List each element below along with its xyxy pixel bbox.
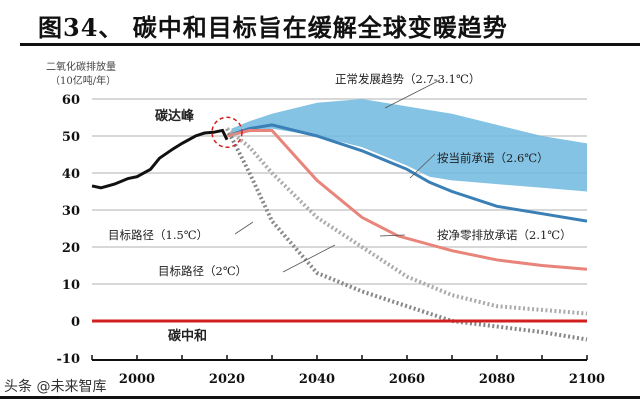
x-tick-label: 2080: [479, 372, 515, 387]
y-tick-label: 0: [71, 315, 80, 330]
title-rule: [20, 43, 640, 46]
annotation-label: 碳达峰: [155, 108, 195, 124]
y-tick-label: 30: [62, 204, 80, 219]
annotation-label: 正常发展趋势（2.7-3.1℃）: [335, 72, 480, 86]
x-tick-label: 2100: [569, 372, 605, 387]
annotation-label: 按净零排放承诺（2.1℃）: [437, 228, 572, 242]
y-tick-label: 10: [62, 278, 80, 293]
y-tick-label: 20: [62, 241, 80, 256]
leader-line: [234, 221, 254, 235]
y-tick-label: 60: [62, 93, 80, 108]
x-tick-label: 2020: [209, 372, 245, 387]
figure-title: 图34、 碳中和目标旨在缓解全球变暖趋势: [38, 13, 508, 42]
band-normal-trend: [231, 99, 587, 192]
x-tick-label: 2000: [119, 372, 155, 387]
y-tick-label: -10: [57, 352, 81, 367]
y-tick-label: 50: [62, 130, 80, 145]
leader-line: [384, 79, 441, 109]
series-line: [225, 127, 588, 316]
y-axis-label: 二氧化碳排放量: [46, 62, 116, 73]
x-tick-label: 2060: [389, 372, 425, 387]
x-tick-label: 2040: [299, 372, 335, 387]
series-line: [226, 123, 588, 223]
series-line: [225, 127, 588, 342]
bottom-rule: [0, 396, 640, 399]
annotation-label: 碳中和: [168, 328, 207, 344]
y-axis-unit: （10亿吨/年）: [50, 76, 117, 87]
leader-line: [409, 153, 436, 179]
series-line: [226, 128, 588, 271]
leader-line: [379, 234, 406, 237]
series-line: [91, 128, 229, 190]
annotation-label: 按当前承诺（2.6℃）: [437, 151, 549, 165]
annotation-label: 目标路径（2℃）: [158, 264, 247, 278]
watermark: 头条 @未来智库: [4, 379, 107, 395]
y-tick-label: 40: [62, 167, 80, 182]
annotation-label: 目标路径（1.5℃）: [108, 228, 208, 242]
leader-line: [282, 244, 336, 273]
peak-circle: [211, 116, 243, 149]
